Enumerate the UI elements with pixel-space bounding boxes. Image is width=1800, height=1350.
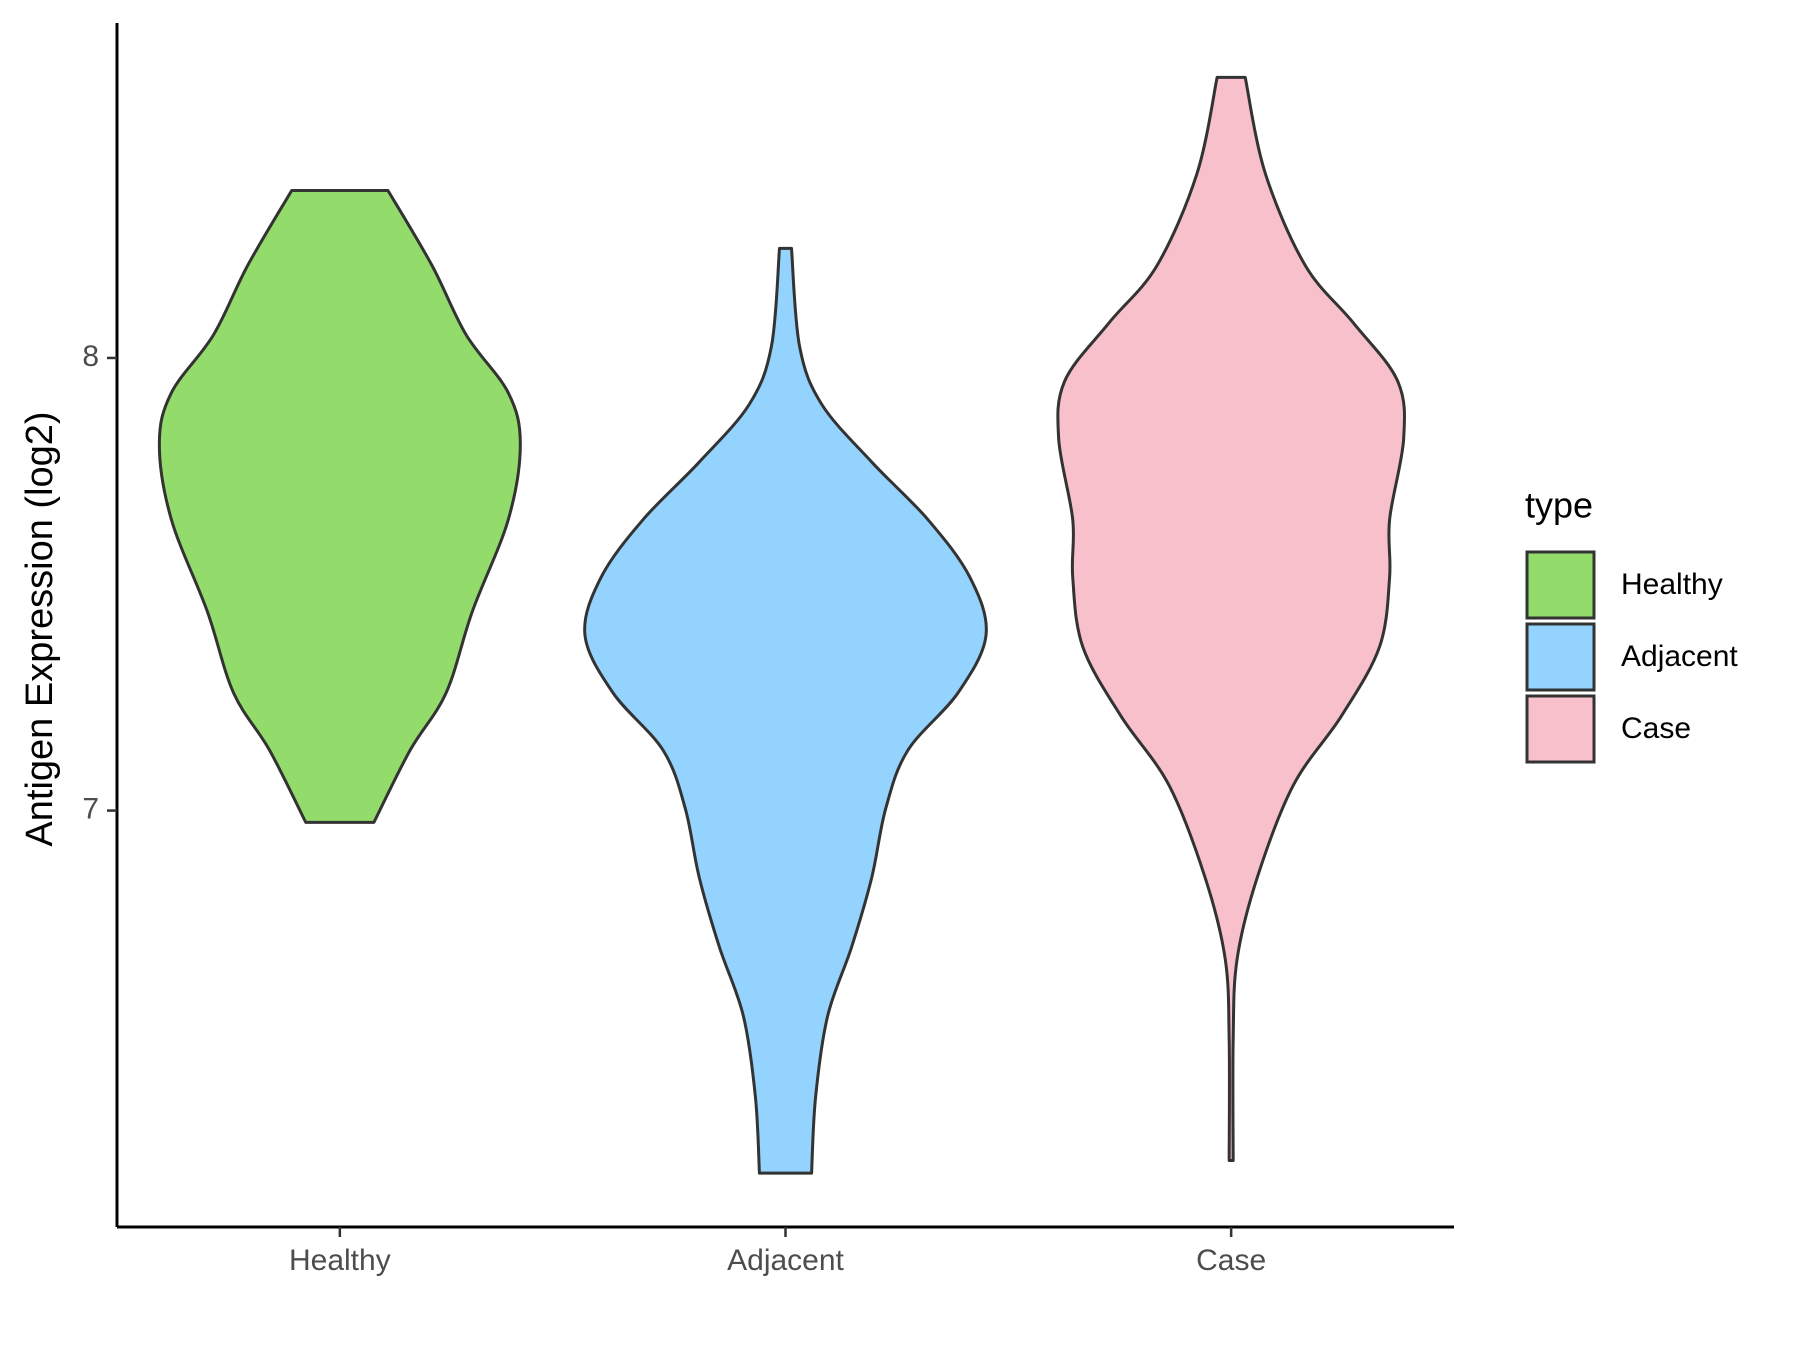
legend-title: type	[1525, 485, 1593, 526]
legend-label: Healthy	[1621, 568, 1723, 601]
y-tick-label: 8	[82, 340, 99, 373]
x-tick-label: Healthy	[289, 1244, 391, 1277]
legend-key	[1525, 694, 1596, 764]
x-tick-label: Case	[1196, 1244, 1266, 1277]
legend-label: Case	[1621, 712, 1691, 745]
legend-key	[1525, 550, 1596, 620]
legend-label: Adjacent	[1621, 640, 1738, 673]
violin	[583, 246, 988, 1175]
legend-key	[1525, 622, 1596, 692]
y-axis-title: Antigen Expression (log2)	[19, 411, 61, 846]
y-tick-label: 7	[82, 793, 99, 826]
x-tick-label: Adjacent	[727, 1244, 844, 1277]
violin	[1056, 75, 1407, 1162]
violin	[157, 188, 522, 824]
